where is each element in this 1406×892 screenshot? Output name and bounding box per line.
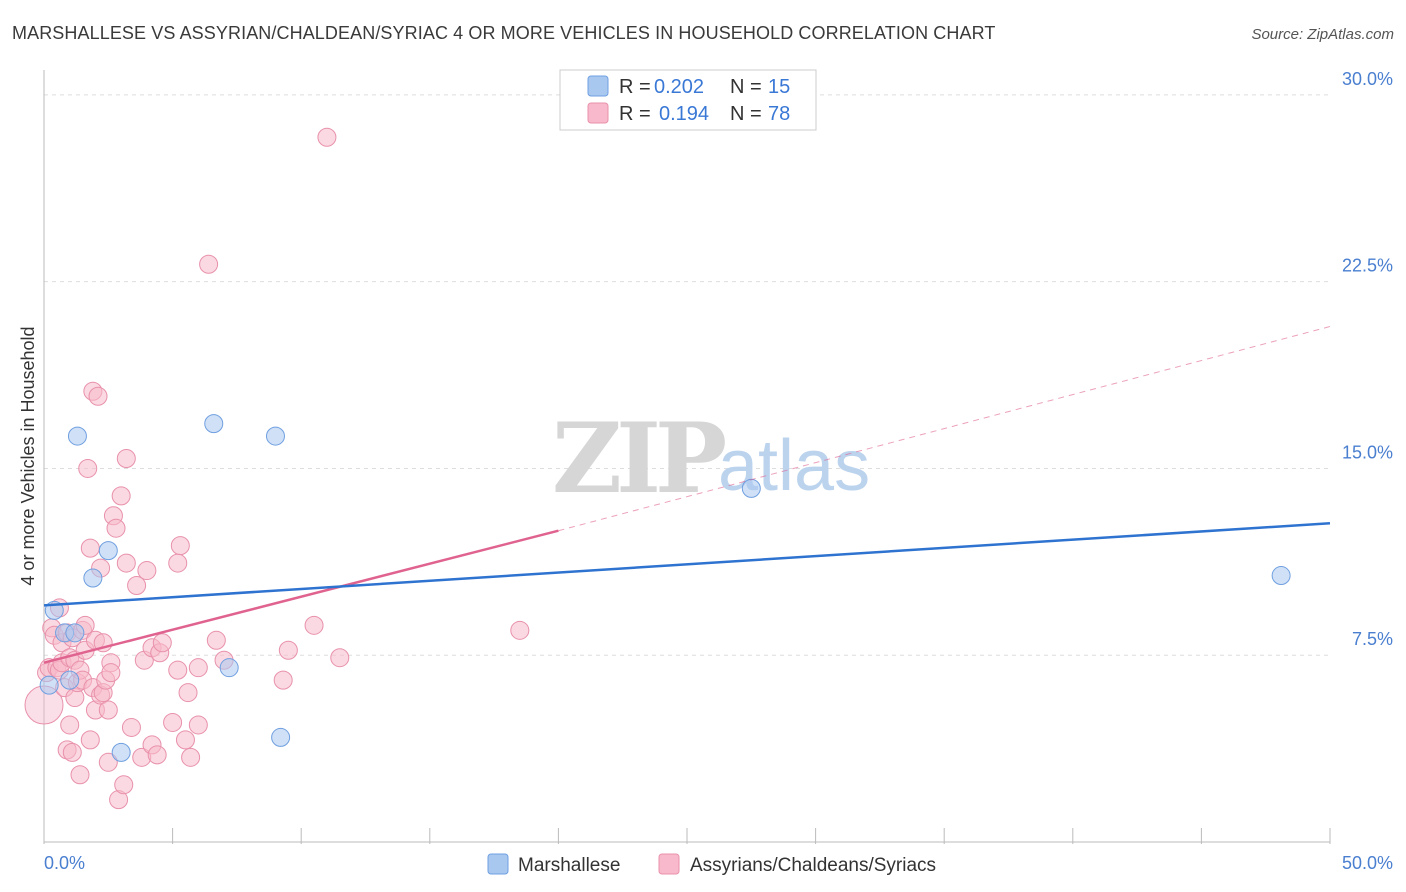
stats-legend: R = 0.202 N = 15 R = 0.194 N = 78 (559, 69, 817, 131)
legend-n-value-1: 15 (768, 76, 790, 98)
point-assyrians (175, 730, 195, 750)
point-marshallese (83, 568, 103, 588)
point-assyrians (510, 620, 530, 640)
trend-line-marshallese (43, 521, 1331, 607)
series-legend: Marshallese Assyrians/Chaldeans/Syriacs (487, 853, 936, 876)
point-assyrians (330, 648, 350, 668)
point-marshallese (111, 742, 131, 762)
point-assyrians (304, 615, 324, 635)
point-assyrians (80, 730, 100, 750)
point-assyrians (181, 747, 201, 767)
trend-line-assyrians-extrapolated (558, 326, 1331, 532)
point-marshallese (65, 623, 85, 643)
point-assyrians (199, 254, 219, 274)
legend-r-value-1: 0.202 (654, 76, 704, 98)
y-tick-label: 30.0% (1342, 69, 1393, 89)
point-marshallese (265, 426, 285, 446)
point-assyrians (106, 518, 126, 538)
y-tick-label: 15.0% (1342, 442, 1393, 462)
point-assyrians (188, 715, 208, 735)
point-marshallese (98, 541, 118, 561)
point-assyrians (206, 630, 226, 650)
point-assyrians (170, 536, 190, 556)
x-axis-ticks (43, 828, 1331, 844)
legend-swatch-assyrians (587, 102, 609, 124)
point-assyrians (78, 458, 98, 478)
point-assyrians (147, 745, 167, 765)
chart-source: Source: ZipAtlas.com (1251, 26, 1394, 43)
y-axis-tick-labels: 7.5% 15.0% 22.5% 30.0% (1342, 69, 1393, 649)
point-marshallese (204, 414, 224, 434)
point-assyrians (178, 683, 198, 703)
legend-r-label-1: R = (619, 76, 651, 98)
watermark-zip: ZIP (552, 402, 725, 515)
point-assyrians (273, 670, 293, 690)
watermark: ZIP atlas (552, 402, 870, 515)
legend-n-value-2: 78 (768, 103, 790, 125)
point-assyrians (188, 658, 208, 678)
watermark-atlas: atlas (718, 426, 870, 506)
point-assyrians (80, 538, 100, 558)
bottom-legend-label-marshallese: Marshallese (518, 855, 620, 876)
point-assyrians (111, 486, 131, 506)
point-assyrians (152, 633, 172, 653)
point-assyrians (60, 715, 80, 735)
point-assyrians (137, 561, 157, 581)
legend-r-value-2: 0.194 (659, 103, 709, 125)
legend-swatch-marshallese (587, 75, 609, 97)
point-assyrians (168, 553, 188, 573)
point-marshallese (39, 675, 59, 695)
point-marshallese (271, 727, 291, 747)
point-marshallese (1271, 566, 1291, 586)
point-assyrians (98, 700, 118, 720)
y-tick-label: 7.5% (1352, 629, 1393, 649)
scatter-points (24, 127, 1291, 810)
x-tick-label-min: 0.0% (44, 853, 85, 873)
point-assyrians (114, 775, 134, 795)
legend-n-label-2: N = (730, 103, 762, 125)
point-assyrians (88, 386, 108, 406)
point-marshallese (60, 670, 80, 690)
legend-r-label-2: R = (619, 103, 651, 125)
bottom-legend-swatch-marshallese (487, 853, 509, 875)
point-marshallese (67, 426, 87, 446)
trend-lines (43, 326, 1331, 664)
y-tick-label: 22.5% (1342, 256, 1393, 276)
legend-n-label-1: N = (730, 76, 762, 98)
point-assyrians (116, 553, 136, 573)
point-assyrians (168, 660, 188, 680)
point-marshallese (219, 658, 239, 678)
y-axis-label: 4 or more Vehicles in Household (18, 326, 38, 585)
point-assyrians (278, 640, 298, 660)
x-tick-label-max: 50.0% (1342, 853, 1393, 873)
point-assyrians (101, 663, 121, 683)
point-marshallese (741, 478, 761, 498)
point-assyrians (116, 448, 136, 468)
chart-title: MARSHALLESE VS ASSYRIAN/CHALDEAN/SYRIAC … (12, 23, 995, 43)
point-assyrians (62, 742, 82, 762)
trend-line-assyrians (43, 529, 559, 664)
bottom-legend-swatch-assyrians (658, 853, 680, 875)
point-assyrians (70, 765, 90, 785)
point-assyrians (121, 717, 141, 737)
point-assyrians (98, 752, 118, 772)
bottom-legend-label-assyrians: Assyrians/Chaldeans/Syriacs (690, 855, 936, 876)
point-assyrians (163, 712, 183, 732)
gridlines (44, 94, 1330, 656)
point-assyrians (317, 127, 337, 147)
point-assyrians (127, 575, 147, 595)
